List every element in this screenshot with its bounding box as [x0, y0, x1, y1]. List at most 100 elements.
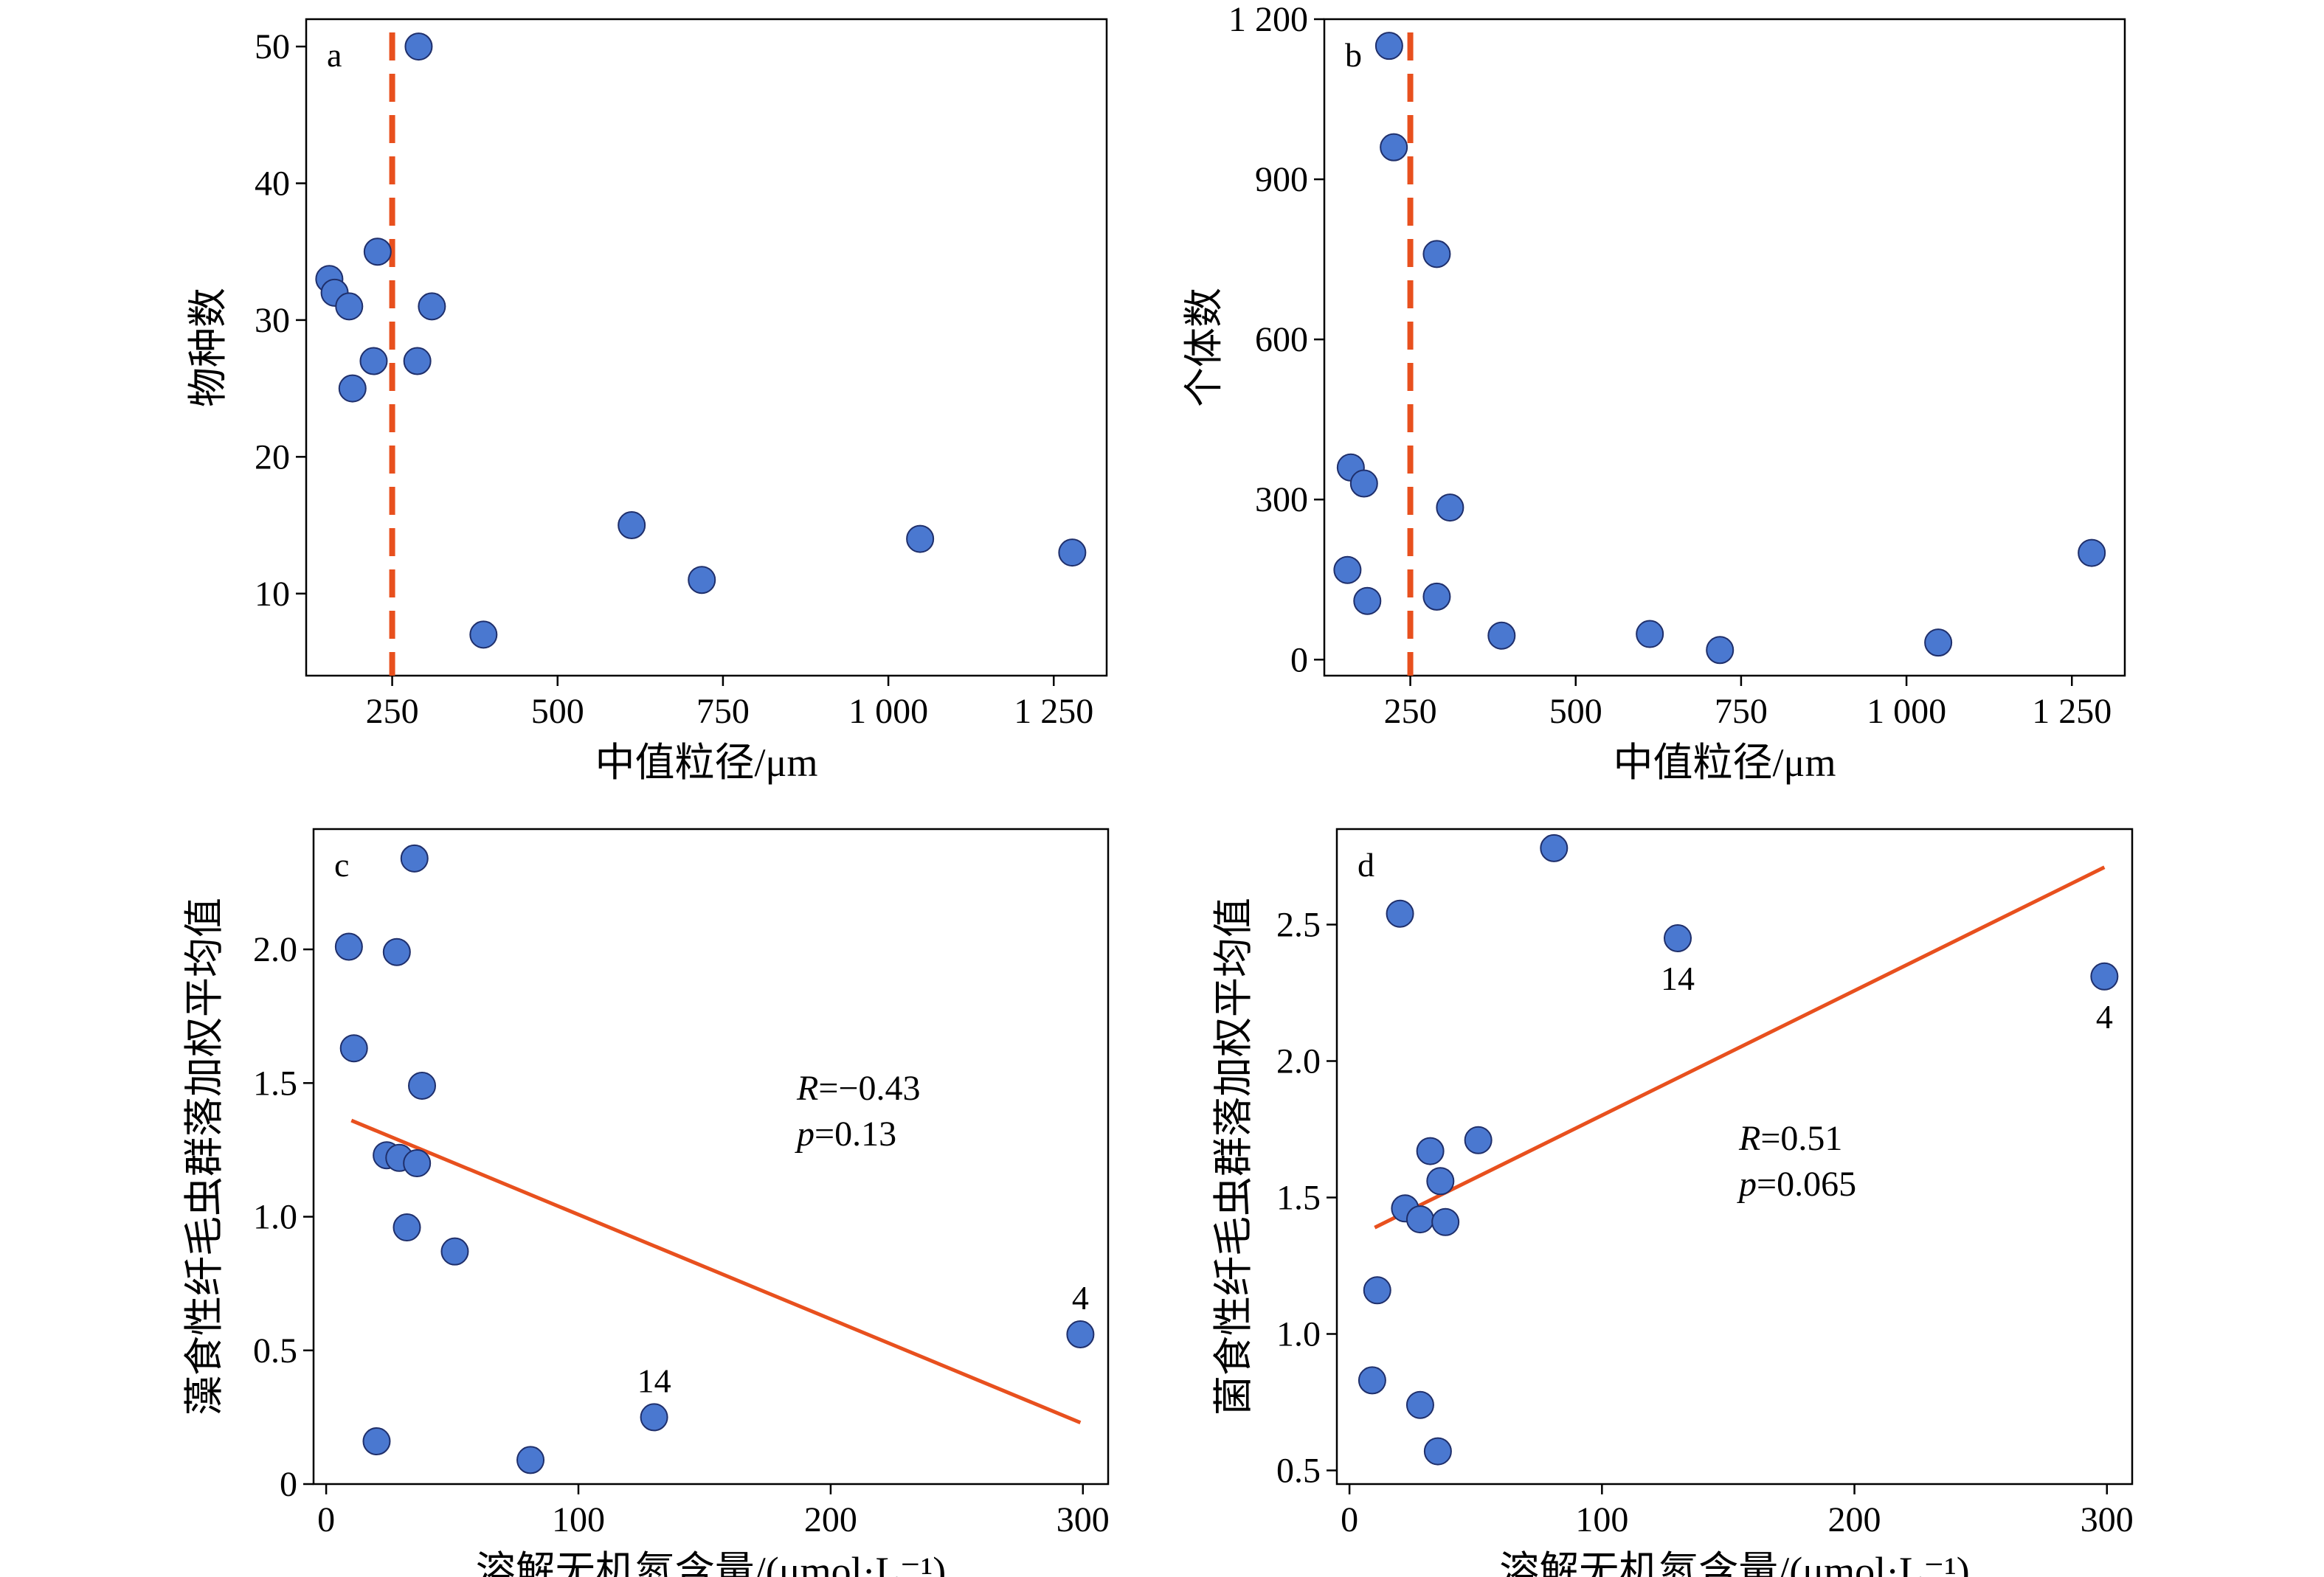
panel-c-ytick-label: 2.0 [253, 930, 297, 969]
panel-d-fit-line [1374, 865, 2106, 1230]
panel-b-xtick-label: 750 [1715, 692, 1768, 731]
panel-a-letter: a [327, 36, 342, 74]
panel-a-ytick-label: 30 [255, 301, 290, 340]
panel-c-xtick-label: 0 [317, 1500, 335, 1539]
panel-d-ytick-label: 1.5 [1276, 1179, 1321, 1218]
panel-d-xtick-label: 0 [1341, 1500, 1358, 1539]
panel-d-letter: d [1358, 846, 1374, 884]
panel-a-point [618, 511, 646, 540]
panel-b-point [1349, 469, 1378, 498]
panel-b-ytick-label: 600 [1255, 320, 1308, 359]
panel-c: 0 100 200 300 0 0.5 1.0 1.5 2.0 溶解无机氮含量/(μmol·L⁻¹… [182, 828, 1110, 1577]
panel-a-point [403, 347, 432, 375]
panel-a-xlabel: 中值粒径/μm [595, 741, 818, 785]
panel-a-point [359, 347, 388, 375]
panel-a-point [906, 524, 935, 553]
panel-b-letter: b [1345, 36, 1362, 74]
panel-b-point [1353, 586, 1382, 615]
panel-b-point [1636, 620, 1664, 648]
panel-c-xtick-label: 100 [552, 1500, 605, 1539]
panel-d-point-label: 4 [2096, 998, 2113, 1036]
panel-b-ytick-label: 0 [1290, 640, 1308, 679]
panel-c-ylabel: 藻食性纤毛虫群落加权平均值 [182, 898, 226, 1415]
panel-c-point [516, 1446, 545, 1474]
panel-c-point [392, 1213, 421, 1242]
panel-b-point [1436, 493, 1464, 522]
panel-b-point [1422, 582, 1451, 611]
panel-c-point [362, 1427, 391, 1456]
panel-d-point [1386, 899, 1414, 928]
panel-d-point [1358, 1366, 1386, 1395]
panel-c-point-label: 14 [637, 1362, 671, 1399]
panel-d-point [1426, 1167, 1455, 1196]
panel-a-point [688, 566, 716, 595]
panel-a-xtick-label: 1 250 [1014, 692, 1093, 731]
panel-b-point [1422, 240, 1451, 268]
panel-b-xlabel: 中值粒径/μm [1614, 741, 1836, 785]
panel-a-point [418, 292, 446, 321]
panel-a-xtick-label: 500 [531, 692, 584, 731]
panel-b-ytick-label: 1 200 [1228, 0, 1308, 39]
panel-c-letter: c [334, 846, 349, 884]
panel-a-frame [305, 18, 1108, 677]
panel-b-xtick-label: 1 000 [1867, 692, 1946, 731]
panel-a-xtick-label: 250 [366, 692, 419, 731]
panel-a-point [363, 238, 392, 266]
panel-a-point [404, 32, 433, 61]
panel-a-point [338, 374, 367, 403]
panel-d-frame [1335, 828, 2134, 1486]
panel-d-point [2090, 962, 2119, 991]
panel-c-point-label: 4 [1072, 1279, 1089, 1317]
panel-d-point [1423, 1437, 1452, 1466]
panel-d-point [1416, 1137, 1445, 1165]
panel-c-point [334, 932, 363, 961]
panel-b-xtick-label: 500 [1549, 692, 1602, 731]
panel-a-ytick-label: 50 [255, 27, 290, 66]
panel-b-point [1706, 636, 1735, 665]
panel-c-point [1066, 1320, 1095, 1349]
panel-d-point [1405, 1205, 1434, 1234]
panel-b-point [1924, 628, 1953, 657]
panel-c-point [382, 937, 411, 966]
panel-b-frame [1323, 18, 2126, 677]
panel-d-ylabel: 菌食性纤毛虫群落加权平均值 [1211, 898, 1256, 1415]
panel-d-xtick-label: 200 [1828, 1500, 1881, 1539]
panel-d-r-value: R=0.51 [1738, 1119, 1842, 1158]
panel-a-xtick-label: 750 [696, 692, 750, 731]
panel-a-ytick-label: 40 [255, 164, 290, 204]
panel-b-xtick-label: 250 [1384, 692, 1437, 731]
panel-d-p-value: p=0.065 [1737, 1165, 1856, 1204]
panel-a-point [335, 292, 364, 321]
panel-c-p-value: p=0.13 [795, 1115, 896, 1154]
panel-c-point [440, 1237, 469, 1266]
panel-c-ytick-label: 0 [280, 1465, 297, 1504]
panel-d-ytick-label: 1.0 [1276, 1315, 1321, 1354]
panel-d-point [1464, 1126, 1493, 1154]
panel-a: 250 500 750 1 000 1 250 10 20 30 40 50 中值粒径/μm 物种数 a [186, 18, 1108, 785]
panel-c-xlabel: 溶解无机氮含量/(μmol·L⁻¹) [476, 1549, 947, 1577]
panel-d-ytick-label: 2.0 [1276, 1042, 1321, 1081]
panel-d-xlabel: 溶解无机氮含量/(μmol·L⁻¹) [1499, 1549, 1970, 1577]
panel-b: 250 500 750 1 000 1 250 0 300 600 900 1 200 中值粒径/μ… [1182, 0, 2126, 785]
panel-c-point [408, 1071, 437, 1100]
panel-d-xtick-label: 100 [1575, 1500, 1628, 1539]
panel-c-fit-line [350, 1118, 1082, 1424]
panel-c-r-value: R=−0.43 [796, 1069, 920, 1108]
panel-c-ytick-label: 1.5 [253, 1064, 297, 1103]
panel-d-xtick-label: 300 [2081, 1500, 2134, 1539]
panel-d-ytick-label: 2.5 [1276, 906, 1321, 945]
panel-b-ytick-label: 900 [1255, 160, 1308, 199]
panel-c-xtick-label: 300 [1056, 1500, 1110, 1539]
panel-d-point-label: 14 [1661, 960, 1695, 997]
panel-c-point [339, 1034, 368, 1063]
panel-b-point [1380, 133, 1408, 162]
panel-c-xtick-label: 200 [804, 1500, 857, 1539]
panel-c-frame [312, 828, 1110, 1486]
panel-d-point [1363, 1276, 1391, 1305]
panel-c-ytick-label: 1.0 [253, 1198, 297, 1237]
panel-d-point [1431, 1207, 1460, 1236]
panel-c-ytick-label: 0.5 [253, 1331, 297, 1370]
panel-c-point [403, 1149, 432, 1178]
panel-a-ytick-label: 20 [255, 437, 290, 476]
